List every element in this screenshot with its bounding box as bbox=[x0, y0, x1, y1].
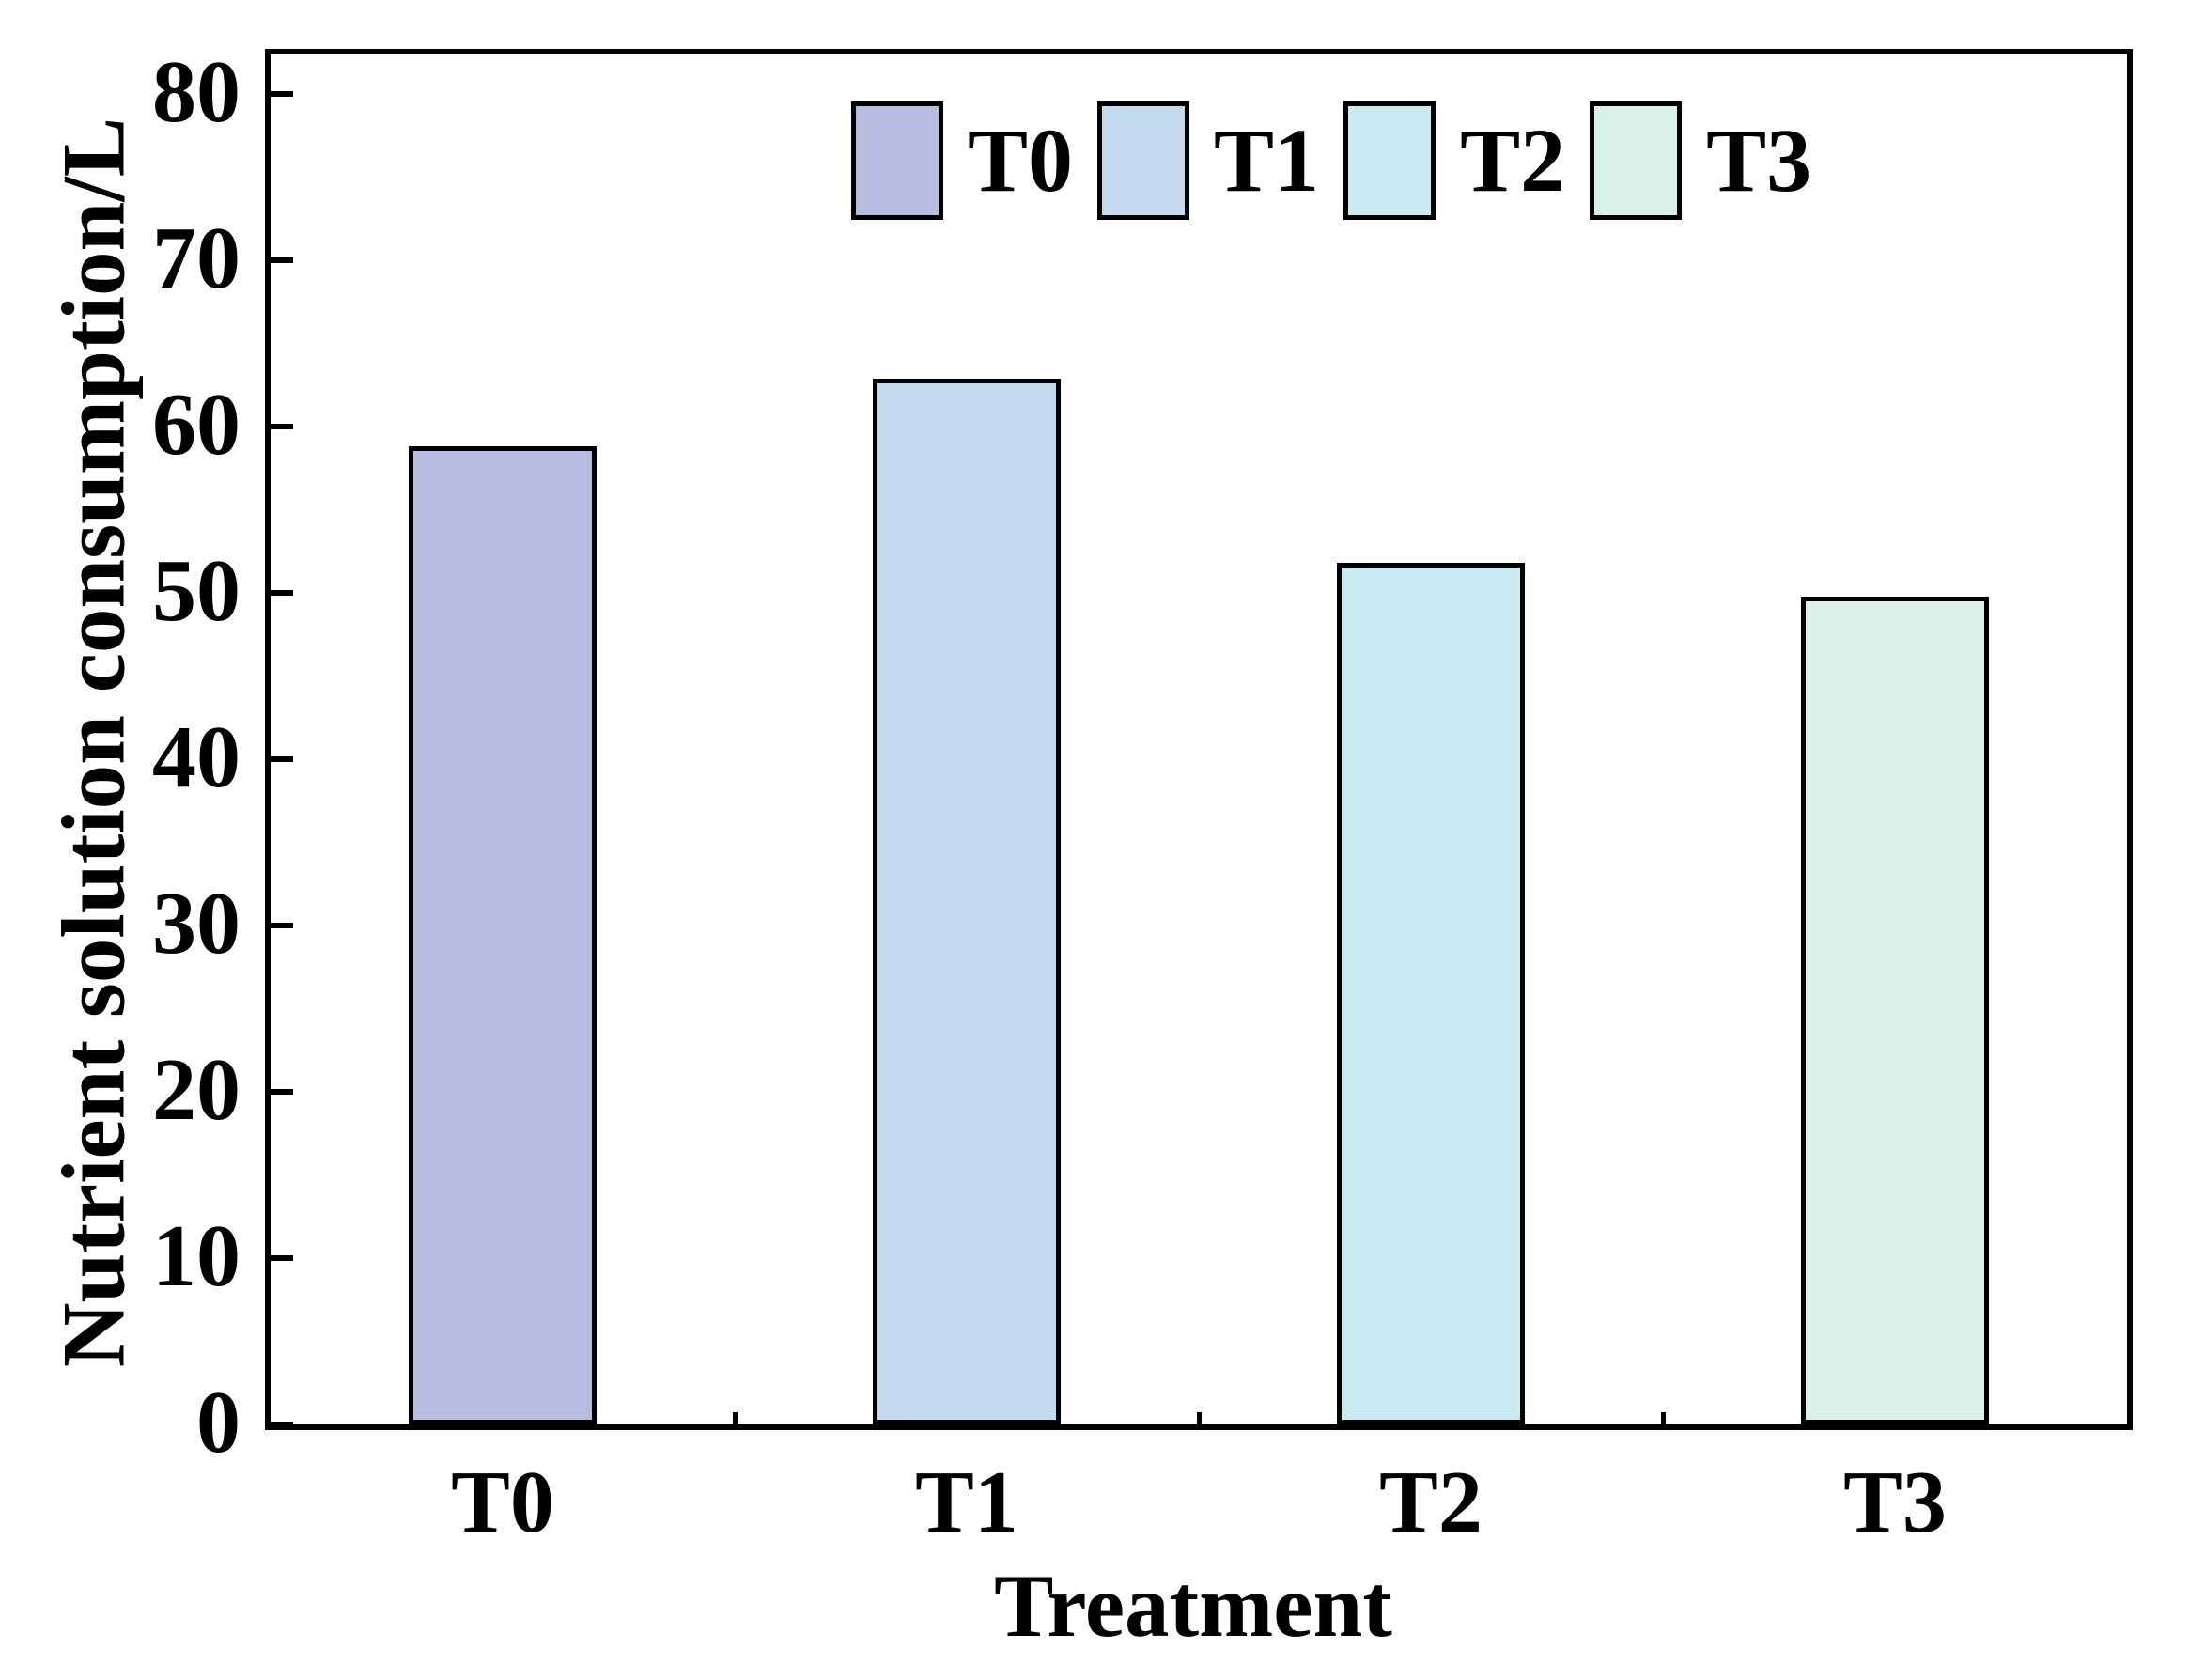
legend-swatch-T3 bbox=[1590, 101, 1683, 220]
x-axis-title: Treatment bbox=[994, 1556, 1392, 1656]
y-tick-mark-50 bbox=[271, 590, 293, 596]
legend-item-T0: T0 bbox=[851, 101, 1073, 220]
legend-label-T2: T2 bbox=[1460, 110, 1566, 210]
x-boundary-tick-2 bbox=[1196, 1412, 1202, 1424]
y-tick-mark-70 bbox=[271, 257, 293, 263]
legend-label-T3: T3 bbox=[1706, 110, 1812, 210]
y-tick-label-30: 30 bbox=[152, 875, 241, 973]
y-tick-label-60: 60 bbox=[152, 376, 241, 474]
x-tick-label-T2: T2 bbox=[1379, 1454, 1483, 1551]
y-tick-label-20: 20 bbox=[152, 1041, 241, 1140]
y-tick-mark-40 bbox=[271, 756, 293, 762]
plot-area: T0 T1 T2 T3 bbox=[265, 49, 2133, 1430]
legend: T0 T1 T2 T3 bbox=[851, 101, 1811, 220]
legend-item-T3: T3 bbox=[1590, 101, 1811, 220]
y-tick-mark-80 bbox=[271, 91, 293, 97]
x-boundary-tick-1 bbox=[732, 1412, 738, 1424]
y-tick-mark-20 bbox=[271, 1089, 293, 1095]
legend-label-T0: T0 bbox=[968, 110, 1074, 210]
y-tick-label-40: 40 bbox=[152, 708, 241, 807]
y-tick-label-70: 70 bbox=[152, 210, 241, 308]
bar-T2 bbox=[1337, 563, 1525, 1424]
y-tick-mark-30 bbox=[271, 923, 293, 928]
y-tick-mark-10 bbox=[271, 1255, 293, 1261]
legend-swatch-T2 bbox=[1343, 101, 1436, 220]
x-tick-label-T3: T3 bbox=[1843, 1454, 1947, 1551]
y-tick-label-0: 0 bbox=[196, 1374, 241, 1472]
legend-item-T2: T2 bbox=[1343, 101, 1565, 220]
legend-item-T1: T1 bbox=[1097, 101, 1319, 220]
y-tick-label-50: 50 bbox=[152, 542, 241, 641]
bar-T1 bbox=[873, 378, 1061, 1424]
legend-label-T1: T1 bbox=[1214, 110, 1320, 210]
x-tick-label-T0: T0 bbox=[451, 1454, 554, 1551]
y-tick-label-10: 10 bbox=[152, 1207, 241, 1306]
y-tick-label-80: 80 bbox=[152, 43, 241, 142]
y-tick-mark-0 bbox=[271, 1422, 293, 1427]
legend-swatch-T0 bbox=[851, 101, 943, 220]
y-tick-mark-60 bbox=[271, 424, 293, 429]
x-boundary-tick-3 bbox=[1660, 1412, 1666, 1424]
x-tick-label-T1: T1 bbox=[915, 1454, 1018, 1551]
bar-T3 bbox=[1801, 596, 1989, 1424]
bar-T0 bbox=[409, 446, 597, 1424]
legend-swatch-T1 bbox=[1097, 101, 1190, 220]
